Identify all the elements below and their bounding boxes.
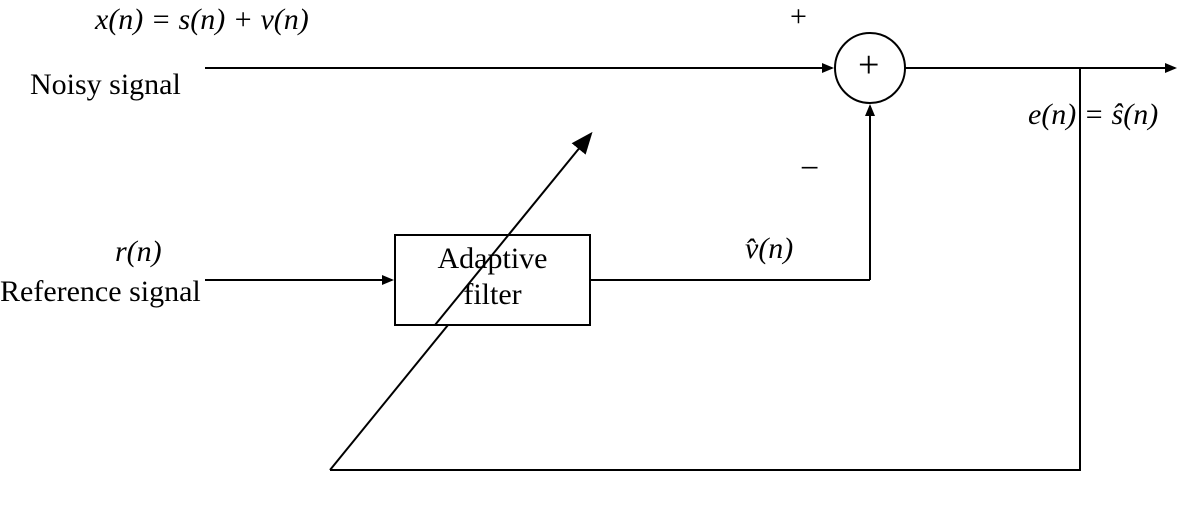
feedback-diagonal	[330, 325, 448, 470]
minus-sign: −	[800, 150, 819, 188]
noisy-signal-equation: x(n) = s(n) + v(n)	[95, 3, 309, 37]
adaptive-filter-label: Adaptive filter	[395, 241, 590, 313]
adaptive-filter-line1: Adaptive	[438, 242, 548, 275]
plus-sign-outer: +	[790, 0, 807, 34]
reference-signal-equation: r(n)	[115, 235, 162, 269]
adaptive-filter-line2: filter	[463, 278, 521, 311]
output-equation: e(n) = ŝ(n)	[1028, 98, 1158, 132]
plus-sign-inner: +	[858, 43, 879, 87]
reference-signal-text: Reference signal	[0, 275, 201, 309]
noisy-signal-text: Noisy signal	[30, 68, 181, 102]
adaptive-filter-diagram: x(n) = s(n) + v(n) Noisy signal r(n) Ref…	[0, 0, 1196, 508]
vhat-label: v̂(n)	[745, 232, 793, 266]
